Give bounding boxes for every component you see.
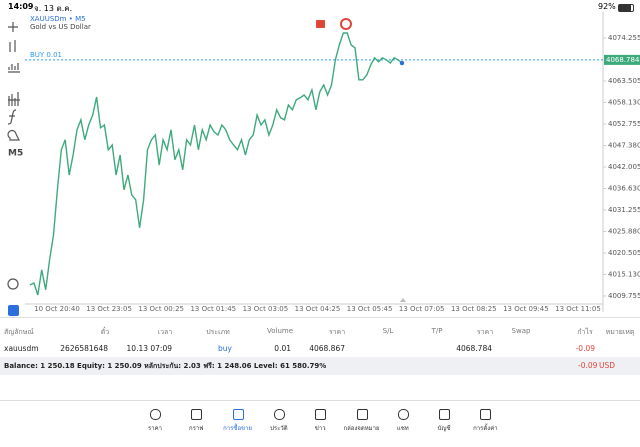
- column-header: Volume: [266, 327, 294, 335]
- y-tick-label: 4052.755: [608, 120, 640, 128]
- position-label: BUY 0.01: [30, 51, 62, 59]
- nav-icon[interactable]: [191, 409, 203, 420]
- price-tag-label: 4068.784: [606, 56, 640, 64]
- column-header: ราคา: [476, 328, 494, 336]
- nav-label[interactable]: ราคา: [148, 425, 162, 432]
- y-tick-label: 4025.880: [608, 228, 640, 236]
- currency: USD: [599, 361, 616, 370]
- y-tick-label: 4031.255: [608, 206, 640, 214]
- y-tick-label: 4047.380: [608, 142, 640, 150]
- cell-volume[interactable]: 0.01: [274, 344, 291, 353]
- y-tick-label: 4036.630: [608, 185, 640, 193]
- summary-profit: -0.09: [578, 361, 598, 370]
- status-date: จ. 13 ต.ค.: [34, 4, 73, 13]
- nav-icon[interactable]: [315, 409, 327, 420]
- column-header: สัญลักษณ์: [4, 328, 34, 336]
- separator: [0, 317, 640, 318]
- last-price-dot: [399, 60, 405, 66]
- summary-bar: [0, 357, 640, 375]
- x-tick-label: 13 Oct 08:25: [451, 305, 497, 313]
- cell-profit[interactable]: -0.09: [575, 344, 595, 353]
- x-tick-label: 13 Oct 05:45: [347, 305, 393, 313]
- price-tag: [604, 54, 640, 65]
- y-tick-label: 4058.130: [608, 99, 640, 107]
- column-header: ราคา: [328, 328, 346, 336]
- nav-separator: [0, 400, 640, 401]
- cell-time[interactable]: 10.13 07:09: [126, 344, 172, 353]
- sell-icon[interactable]: [316, 20, 325, 28]
- price-line: [29, 32, 403, 296]
- symbol: XAUUSDm • M5: [30, 15, 86, 23]
- column-header: ตั๋ว: [100, 328, 110, 336]
- nav-label[interactable]: บัญชี: [437, 425, 451, 432]
- objects-icon[interactable]: [8, 92, 20, 106]
- x-tick-label: 13 Oct 09:45: [503, 305, 549, 313]
- history-icon[interactable]: [7, 278, 19, 290]
- y-tick-label: 4074.255: [608, 34, 640, 42]
- y-tick-label: 4009.755: [608, 292, 640, 300]
- x-tick-label: 10 Oct 20:40: [34, 305, 80, 313]
- nav-icon[interactable]: [439, 409, 451, 420]
- y-tick-label: 4063.505: [608, 77, 640, 85]
- nav-label[interactable]: กราฟ: [189, 425, 204, 432]
- column-header: S/L: [382, 327, 394, 335]
- toolbar[interactable]: [7, 22, 20, 290]
- x-tick-label: 13 Oct 00:25: [138, 305, 184, 313]
- nav-label[interactable]: ประวัติ: [270, 425, 288, 432]
- status-battery: 92%: [598, 2, 616, 11]
- cell-type[interactable]: buy: [218, 344, 232, 353]
- y-tick-label: 4015.130: [608, 271, 640, 279]
- nav-icon[interactable]: [232, 409, 244, 420]
- timeframe[interactable]: M5: [8, 149, 23, 159]
- cell-ticket[interactable]: 2626581648: [60, 344, 108, 353]
- symbol-description: Gold vs US Dollar: [30, 23, 91, 31]
- nav-label[interactable]: กล่องจดหมาย: [343, 425, 380, 432]
- cell-symbol[interactable]: xauusdm: [4, 344, 39, 353]
- cell-open-price[interactable]: 4068.867: [309, 344, 345, 353]
- x-tick-label: 13 Oct 07:05: [399, 305, 445, 313]
- nav-icon[interactable]: [397, 409, 409, 420]
- column-header: กำไร: [577, 328, 593, 336]
- column-header: เวลา: [157, 328, 173, 336]
- column-header: ประเภท: [206, 328, 230, 336]
- cell-current-price[interactable]: 4068.784: [456, 344, 492, 353]
- column-header: หมายเหตุ: [605, 328, 635, 336]
- nav-icon[interactable]: [273, 409, 285, 420]
- x-tick-label: 13 Oct 23:05: [86, 305, 132, 313]
- candles-icon[interactable]: [9, 40, 16, 52]
- trade-icon[interactable]: [8, 305, 19, 316]
- nav-icon[interactable]: [356, 409, 368, 420]
- chart: M5 XAUUSDm • M5 Gold vs US Dollar 4074.2…: [7, 12, 640, 316]
- account-summary: Balance: 1 250.18 Equity: 1 250.09 หลักป…: [4, 362, 327, 370]
- buy-icon[interactable]: [340, 18, 352, 30]
- y-tick-label: 4042.005: [608, 163, 640, 171]
- crosshair-icon[interactable]: [8, 22, 18, 32]
- nav-label[interactable]: การซื้อขาย: [223, 425, 253, 432]
- indicators-icon[interactable]: [8, 63, 20, 73]
- x-tick-label: 13 Oct 03:05: [243, 305, 289, 313]
- period-marker: [400, 298, 406, 302]
- battery-icon: [618, 4, 634, 12]
- nav-icon[interactable]: [150, 409, 161, 420]
- function-icon[interactable]: [7, 109, 17, 125]
- x-tick-label: 13 Oct 11:05: [555, 305, 601, 313]
- status-time: 14:09: [8, 2, 34, 11]
- x-tick-label: 13 Oct 04:25: [295, 305, 341, 313]
- x-tick-label: 13 Oct 01:45: [190, 305, 236, 313]
- nav-label[interactable]: การตั้งค่า: [473, 425, 498, 432]
- shapes-icon[interactable]: [7, 130, 20, 141]
- column-header: T/P: [431, 327, 443, 335]
- nav-icon[interactable]: [480, 409, 492, 420]
- column-header: Swap: [511, 327, 531, 335]
- y-tick-label: 4020.505: [608, 249, 640, 257]
- nav-label[interactable]: แชท: [396, 425, 409, 432]
- nav-label[interactable]: ข่าว: [314, 425, 326, 432]
